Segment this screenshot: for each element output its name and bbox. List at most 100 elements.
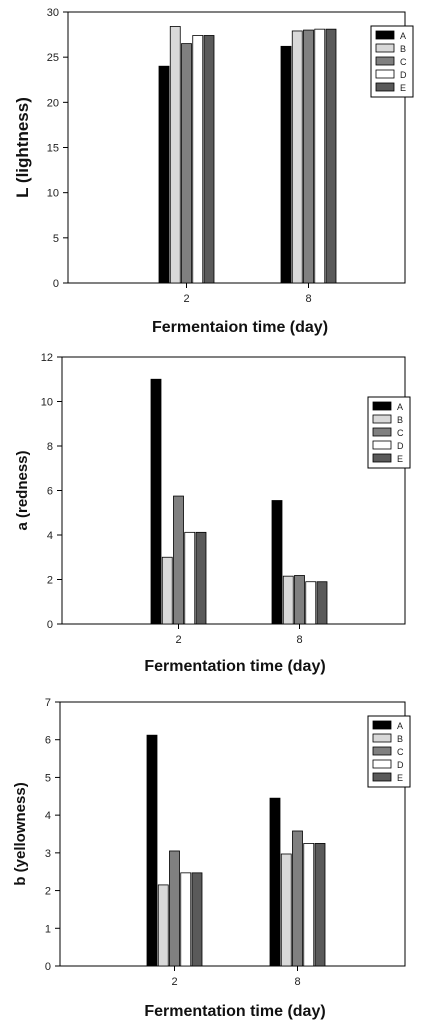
y-tick-label: 0 [53, 278, 59, 290]
x-axis-label: Fermentation time (day) [144, 1003, 325, 1020]
bar-E-day-8 [316, 581, 328, 625]
y-tick-label: 2 [47, 575, 53, 587]
bar-C-day-8 [292, 830, 303, 967]
x-axis-label: Fermentation time (day) [144, 658, 325, 675]
bar-D-day-2 [184, 531, 196, 625]
legend-swatch-A [372, 401, 392, 411]
chart-panel-3: 0 1 2 3 4 5 6 7 2 8 Fermentation time (day) b (yell… [12, 697, 411, 1020]
bar-C-day-2 [173, 495, 184, 625]
y-axis-label: L (lightness) [13, 97, 32, 198]
y-tick-label: 0 [47, 619, 53, 631]
legend-swatch-D [375, 69, 395, 79]
y-axis-label: b (yellowness) [12, 782, 29, 885]
legend-label-B: B [400, 44, 406, 54]
bar-D-day-8 [314, 28, 326, 284]
bar-E-day-2 [195, 531, 207, 625]
bar-E-day-8 [314, 843, 326, 967]
bar-D-day-8 [305, 581, 317, 625]
bar-C-day-2 [181, 43, 192, 284]
legend-label-C: C [400, 57, 407, 67]
bar-E-day-2 [191, 872, 203, 967]
legend-label-A: A [397, 721, 403, 731]
bar-E-day-2 [203, 35, 215, 284]
y-tick-label: 2 [45, 886, 51, 898]
plot-area [59, 701, 406, 967]
legend-label-D: D [397, 441, 404, 451]
y-tick-label: 4 [47, 530, 53, 542]
legend-swatch-D [372, 440, 392, 450]
legend-swatch-A [372, 720, 392, 730]
y-tick-label: 5 [53, 233, 59, 245]
legend-swatch-A [375, 30, 395, 40]
y-tick-label: 5 [45, 772, 51, 784]
y-axis-label: a (redness) [14, 450, 31, 530]
legend-label-A: A [400, 31, 406, 41]
legend-label-C: C [397, 747, 404, 757]
legend-label-B: B [397, 734, 403, 744]
legend-swatch-E [372, 772, 392, 782]
y-tick-label: 3 [45, 848, 51, 860]
legend-swatch-D [372, 759, 392, 769]
legend-label-D: D [400, 70, 407, 80]
bar-A-day-8 [269, 797, 281, 967]
bar-D-day-2 [180, 872, 192, 967]
y-tick-label: 0 [45, 961, 51, 973]
legend-swatch-B [372, 414, 392, 424]
legend-label-B: B [397, 415, 403, 425]
y-tick-label: 7 [45, 697, 51, 709]
y-tick-label: 10 [41, 397, 53, 409]
bar-A-day-2 [158, 65, 170, 284]
y-tick-label: 1 [45, 923, 51, 935]
legend-swatch-C [375, 56, 395, 66]
bar-D-day-2 [192, 35, 204, 284]
y-tick-label: 10 [47, 188, 59, 200]
x-tick-label: 2 [183, 293, 189, 305]
y-tick-label: 25 [47, 52, 59, 64]
bar-E-day-8 [325, 28, 337, 284]
y-tick-label: 4 [45, 810, 51, 822]
legend-label-E: E [397, 454, 403, 464]
x-tick-label: 8 [296, 634, 302, 646]
x-tick-label: 8 [294, 976, 300, 988]
x-tick-label: 8 [305, 293, 311, 305]
y-tick-label: 8 [47, 441, 53, 453]
bar-C-day-8 [303, 29, 314, 284]
bar-A-day-8 [271, 500, 283, 625]
legend-label-E: E [400, 83, 406, 93]
y-tick-label: 12 [41, 352, 53, 364]
chart-panel-1: 0 5 10 15 20 25 30 2 8 Fermentaion time (day) L (l… [13, 7, 414, 336]
legend-swatch-C [372, 427, 392, 437]
legend-swatch-E [375, 82, 395, 92]
y-tick-label: 15 [47, 143, 59, 155]
bar-B-day-8 [282, 575, 294, 625]
legend-label-E: E [397, 773, 403, 783]
legend-swatch-B [375, 43, 395, 53]
bar-B-day-8 [280, 853, 292, 967]
x-axis-label: Fermentaion time (day) [152, 319, 328, 336]
bar-B-day-2 [169, 26, 181, 284]
legend-label-A: A [397, 402, 403, 412]
bar-A-day-2 [150, 378, 162, 625]
plot-area [67, 11, 406, 284]
bar-C-day-8 [294, 575, 305, 625]
bar-C-day-2 [169, 850, 180, 967]
legend-label-C: C [397, 428, 404, 438]
legend-swatch-B [372, 733, 392, 743]
bar-B-day-2 [161, 556, 173, 625]
chart-panel-2: 0 2 4 6 8 10 12 2 8 Fermentation time (day) a (red… [14, 352, 411, 675]
legend-swatch-E [372, 453, 392, 463]
x-tick-label: 2 [171, 976, 177, 988]
legend-label-D: D [397, 760, 404, 770]
bar-B-day-2 [157, 884, 169, 967]
x-tick-label: 2 [175, 634, 181, 646]
y-tick-label: 30 [47, 7, 59, 19]
legend-swatch-C [372, 746, 392, 756]
bar-A-day-8 [280, 45, 292, 284]
bar-A-day-2 [146, 734, 158, 967]
bar-D-day-8 [303, 843, 315, 967]
bar-B-day-8 [291, 30, 303, 284]
y-tick-label: 6 [45, 735, 51, 747]
y-tick-label: 6 [47, 486, 53, 498]
y-tick-label: 20 [47, 97, 59, 109]
